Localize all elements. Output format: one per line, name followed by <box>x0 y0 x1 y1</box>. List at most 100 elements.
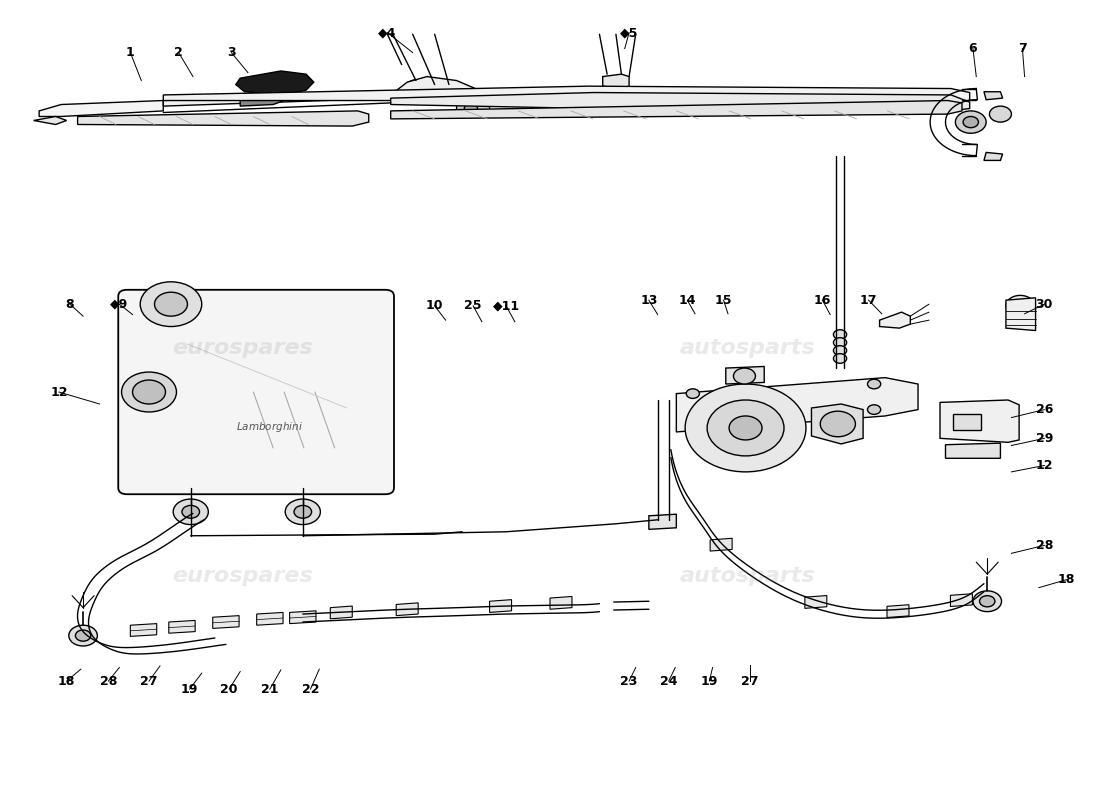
Circle shape <box>132 380 165 404</box>
Text: 14: 14 <box>679 294 696 306</box>
Polygon shape <box>168 621 195 633</box>
Polygon shape <box>711 538 733 551</box>
Circle shape <box>685 384 806 472</box>
Text: ◆4: ◆4 <box>378 26 397 39</box>
Polygon shape <box>396 603 418 616</box>
Polygon shape <box>812 404 864 444</box>
Polygon shape <box>1005 298 1035 330</box>
Polygon shape <box>946 443 1000 458</box>
Text: $\mathit{Lamborghini}$: $\mathit{Lamborghini}$ <box>235 419 302 434</box>
Polygon shape <box>212 616 239 629</box>
Text: ◆11: ◆11 <box>493 299 519 312</box>
Text: 16: 16 <box>814 294 832 306</box>
Circle shape <box>964 117 979 128</box>
Polygon shape <box>887 605 909 618</box>
Polygon shape <box>603 87 622 95</box>
Text: 25: 25 <box>464 299 482 312</box>
Circle shape <box>154 292 187 316</box>
Text: 19: 19 <box>182 682 198 695</box>
Polygon shape <box>649 514 676 530</box>
Polygon shape <box>676 378 918 432</box>
Text: 29: 29 <box>1036 432 1053 445</box>
Polygon shape <box>130 624 156 636</box>
Text: 21: 21 <box>261 682 278 695</box>
Text: eurospares: eurospares <box>172 338 312 358</box>
Text: 26: 26 <box>1036 403 1053 416</box>
Polygon shape <box>78 111 368 126</box>
Text: 27: 27 <box>141 674 157 688</box>
Text: 7: 7 <box>1018 42 1026 55</box>
Circle shape <box>294 506 311 518</box>
Text: 12: 12 <box>51 386 68 398</box>
Polygon shape <box>984 153 1002 161</box>
Text: 1: 1 <box>126 46 134 59</box>
Polygon shape <box>235 71 314 95</box>
Polygon shape <box>550 597 572 610</box>
Polygon shape <box>163 93 394 106</box>
Text: 24: 24 <box>660 674 678 688</box>
Text: 19: 19 <box>701 674 718 688</box>
Polygon shape <box>950 594 972 606</box>
Circle shape <box>285 499 320 525</box>
Polygon shape <box>390 77 475 98</box>
Circle shape <box>834 354 847 363</box>
Circle shape <box>1005 295 1034 316</box>
Text: 2: 2 <box>174 46 183 59</box>
Circle shape <box>868 379 881 389</box>
Polygon shape <box>390 101 962 119</box>
Text: autosparts: autosparts <box>680 566 815 586</box>
Circle shape <box>686 389 700 398</box>
Polygon shape <box>603 74 629 89</box>
Polygon shape <box>163 86 970 103</box>
Circle shape <box>834 346 847 355</box>
Polygon shape <box>805 595 827 608</box>
Text: 6: 6 <box>969 42 977 55</box>
Text: 22: 22 <box>301 682 319 695</box>
Polygon shape <box>726 366 764 384</box>
Circle shape <box>407 80 425 93</box>
Circle shape <box>121 372 176 412</box>
Circle shape <box>729 416 762 440</box>
Text: 28: 28 <box>100 674 117 688</box>
Text: 15: 15 <box>715 294 733 306</box>
Circle shape <box>69 626 98 646</box>
Circle shape <box>989 106 1011 122</box>
Polygon shape <box>34 117 67 125</box>
Text: 30: 30 <box>1036 298 1053 310</box>
Polygon shape <box>330 606 352 619</box>
Text: eurospares: eurospares <box>172 566 312 586</box>
Text: 28: 28 <box>1036 539 1053 552</box>
Circle shape <box>140 282 201 326</box>
Text: 23: 23 <box>620 674 638 688</box>
Polygon shape <box>390 93 970 111</box>
Text: 18: 18 <box>58 674 75 688</box>
Circle shape <box>182 506 199 518</box>
Text: ◆9: ◆9 <box>110 298 129 310</box>
Polygon shape <box>289 611 316 624</box>
Polygon shape <box>240 97 284 106</box>
Polygon shape <box>984 92 1002 100</box>
Text: 8: 8 <box>66 298 74 310</box>
Polygon shape <box>40 101 163 117</box>
Circle shape <box>956 111 986 134</box>
FancyBboxPatch shape <box>118 290 394 494</box>
Circle shape <box>868 405 881 414</box>
Text: 3: 3 <box>227 46 235 59</box>
Circle shape <box>734 368 756 384</box>
Circle shape <box>834 338 847 347</box>
Circle shape <box>76 630 91 641</box>
Circle shape <box>821 411 856 437</box>
Bar <box>954 414 981 430</box>
Text: 17: 17 <box>860 294 878 306</box>
Polygon shape <box>456 103 490 117</box>
Polygon shape <box>490 600 512 613</box>
Polygon shape <box>256 613 283 626</box>
Text: 12: 12 <box>1035 459 1053 472</box>
Polygon shape <box>880 312 911 328</box>
Circle shape <box>980 596 994 607</box>
Circle shape <box>707 400 784 456</box>
Polygon shape <box>940 400 1019 442</box>
Circle shape <box>974 591 1001 612</box>
Circle shape <box>464 104 477 114</box>
Circle shape <box>173 499 208 525</box>
